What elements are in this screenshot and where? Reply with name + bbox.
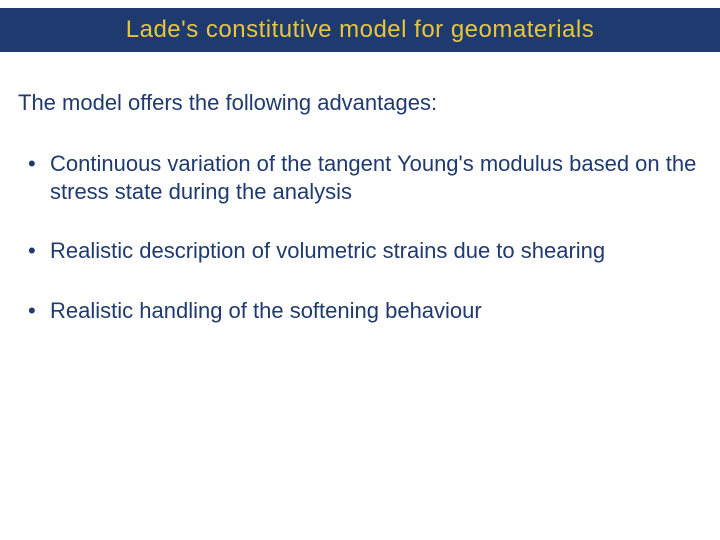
list-item: Realistic description of volumetric stra… <box>20 237 700 265</box>
slide-title: Lade's constitutive model for geomateria… <box>126 16 594 44</box>
bullet-list: Continuous variation of the tangent Youn… <box>20 150 700 356</box>
list-item: Continuous variation of the tangent Youn… <box>20 150 700 205</box>
title-bar: Lade's constitutive model for geomateria… <box>0 8 720 52</box>
intro-text: The model offers the following advantage… <box>18 90 437 116</box>
slide: Lade's constitutive model for geomateria… <box>0 0 720 540</box>
list-item: Realistic handling of the softening beha… <box>20 297 700 325</box>
